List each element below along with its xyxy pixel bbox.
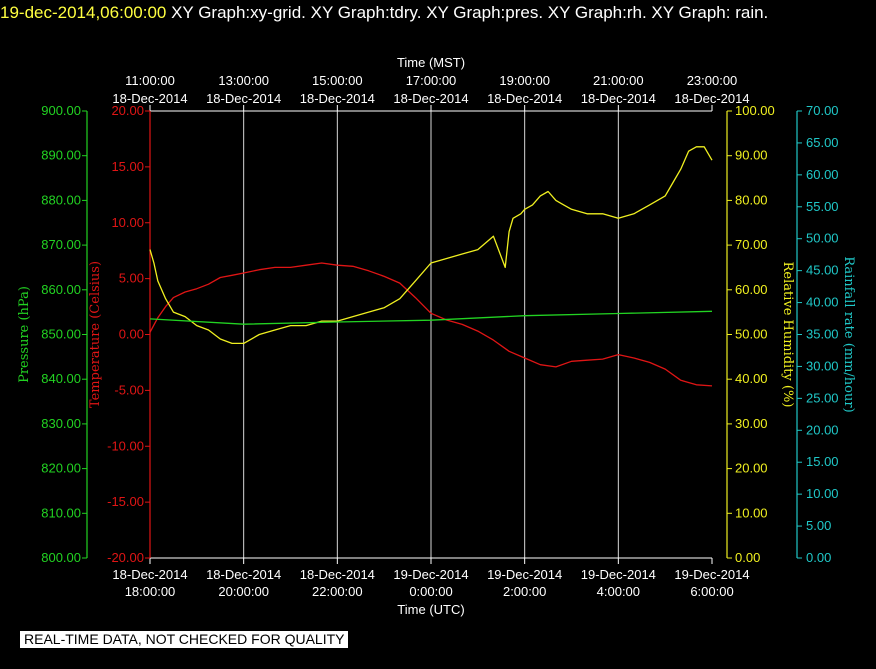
x-top-tick-date: 18-Dec-2014 xyxy=(300,91,375,106)
rain-tick-label: 65.00 xyxy=(806,135,839,150)
pressure-tick-label: 870.00 xyxy=(41,237,81,252)
humidity-tick-label: 70.00 xyxy=(735,237,768,252)
temperature-tick-label: 5.00 xyxy=(119,271,144,286)
temperature-tick-label: 15.00 xyxy=(111,159,144,174)
rain-tick-label: 60.00 xyxy=(806,167,839,182)
temperature-axis-label: Temperature (Celsius) xyxy=(88,261,103,408)
x-top-tick-time: 21:00:00 xyxy=(593,73,644,88)
x-bottom-tick-time: 0:00:00 xyxy=(409,584,452,599)
x-top-tick-date: 18-Dec-2014 xyxy=(581,91,656,106)
humidity-tick-label: 10.00 xyxy=(735,505,768,520)
humidity-series-line xyxy=(149,146,713,345)
humidity-tick-label: 100.00 xyxy=(735,103,775,118)
pressure-tick-label: 890.00 xyxy=(41,148,81,163)
temperature-tick-label: -5.00 xyxy=(114,382,144,397)
humidity-tick-label: 50.00 xyxy=(735,327,768,342)
temperature-tick-label: -10.00 xyxy=(107,438,144,453)
temperature-tick-label: -20.00 xyxy=(107,550,144,565)
pressure-tick-label: 880.00 xyxy=(41,192,81,207)
pressure-series-line xyxy=(149,310,713,325)
humidity-tick-label: 0.00 xyxy=(735,550,760,565)
humidity-tick-label: 30.00 xyxy=(735,416,768,431)
x-top-tick-date: 18-Dec-2014 xyxy=(393,91,468,106)
x-bottom-tick-time: 6:00:00 xyxy=(690,584,733,599)
rain-tick-label: 30.00 xyxy=(806,358,839,373)
x-bottom-tick-time: 2:00:00 xyxy=(503,584,546,599)
x-bottom-axis-label: Time (UTC) xyxy=(397,602,464,617)
x-bottom-tick-time: 22:00:00 xyxy=(312,584,363,599)
x-top-tick-time: 23:00:00 xyxy=(687,73,738,88)
temperature-tick-label: 0.00 xyxy=(119,327,144,342)
x-bottom-tick-date: 19-Dec-2014 xyxy=(393,567,468,582)
x-bottom-tick-date: 19-Dec-2014 xyxy=(674,567,749,582)
humidity-tick-label: 90.00 xyxy=(735,148,768,163)
pressure-tick-label: 820.00 xyxy=(41,461,81,476)
timestamp: 19-dec-2014,06:00:00 xyxy=(0,3,167,22)
humidity-tick-label: 20.00 xyxy=(735,461,768,476)
x-top-tick-date: 18-Dec-2014 xyxy=(487,91,562,106)
x-bottom-tick-time: 4:00:00 xyxy=(597,584,640,599)
x-top-tick-time: 11:00:00 xyxy=(125,73,175,88)
rain-tick-label: 20.00 xyxy=(806,422,839,437)
temperature-tick-label: 20.00 xyxy=(111,103,144,118)
x-bottom-tick-date: 19-Dec-2014 xyxy=(487,567,562,582)
pressure-tick-label: 810.00 xyxy=(41,505,81,520)
humidity-tick-label: 60.00 xyxy=(735,282,768,297)
humidity-tick-label: 40.00 xyxy=(735,371,768,386)
x-bottom-tick-time: 20:00:00 xyxy=(218,584,269,599)
rain-tick-label: 50.00 xyxy=(806,231,839,246)
rain-axis-label: Rainfall rate (mm/hour) xyxy=(841,256,856,412)
x-top-tick-time: 13:00:00 xyxy=(218,73,269,88)
x-bottom-tick-date: 18-Dec-2014 xyxy=(112,567,187,582)
rain-tick-label: 55.00 xyxy=(806,199,839,214)
x-top-axis-label: Time (MST) xyxy=(397,55,465,70)
rain-tick-label: 70.00 xyxy=(806,103,839,118)
temperature-tick-label: -15.00 xyxy=(107,494,144,509)
pressure-tick-label: 830.00 xyxy=(41,416,81,431)
rain-tick-label: 15.00 xyxy=(806,454,839,469)
graph-titles: XY Graph:xy-grid. XY Graph:tdry. XY Grap… xyxy=(171,3,769,22)
humidity-axis-label: Relative Humidity (%) xyxy=(780,262,795,408)
rain-tick-label: 10.00 xyxy=(806,486,839,501)
pressure-tick-label: 800.00 xyxy=(41,550,81,565)
x-top-tick-time: 19:00:00 xyxy=(499,73,550,88)
rain-tick-label: 35.00 xyxy=(806,327,839,342)
temperature-tick-label: 10.00 xyxy=(111,215,144,230)
x-top-tick-date: 18-Dec-2014 xyxy=(206,91,281,106)
rain-tick-label: 40.00 xyxy=(806,295,839,310)
rain-tick-label: 25.00 xyxy=(806,390,839,405)
x-top-tick-time: 15:00:00 xyxy=(312,73,363,88)
pressure-tick-label: 840.00 xyxy=(41,371,81,386)
x-top-tick-time: 17:00:00 xyxy=(406,73,457,88)
x-top-tick-date: 18-Dec-2014 xyxy=(674,91,749,106)
pressure-tick-label: 860.00 xyxy=(41,282,81,297)
x-bottom-tick-date: 18-Dec-2014 xyxy=(206,567,281,582)
humidity-tick-label: 80.00 xyxy=(735,192,768,207)
rain-tick-label: 5.00 xyxy=(806,518,831,533)
rain-tick-label: 0.00 xyxy=(806,550,831,565)
title-bar: 19-dec-2014,06:00:00 XY Graph:xy-grid. X… xyxy=(0,0,860,26)
x-bottom-tick-time: 18:00:00 xyxy=(125,584,176,599)
x-bottom-tick-date: 18-Dec-2014 xyxy=(300,567,375,582)
x-top-tick-date: 18-Dec-2014 xyxy=(112,91,187,106)
x-bottom-tick-date: 19-Dec-2014 xyxy=(581,567,656,582)
quality-notice: REAL-TIME DATA, NOT CHECKED FOR QUALITY xyxy=(20,631,349,648)
pressure-tick-label: 850.00 xyxy=(41,327,81,342)
pressure-tick-label: 900.00 xyxy=(41,103,81,118)
rain-tick-label: 45.00 xyxy=(806,263,839,278)
pressure-axis-label: Pressure (hPa) xyxy=(17,286,32,383)
